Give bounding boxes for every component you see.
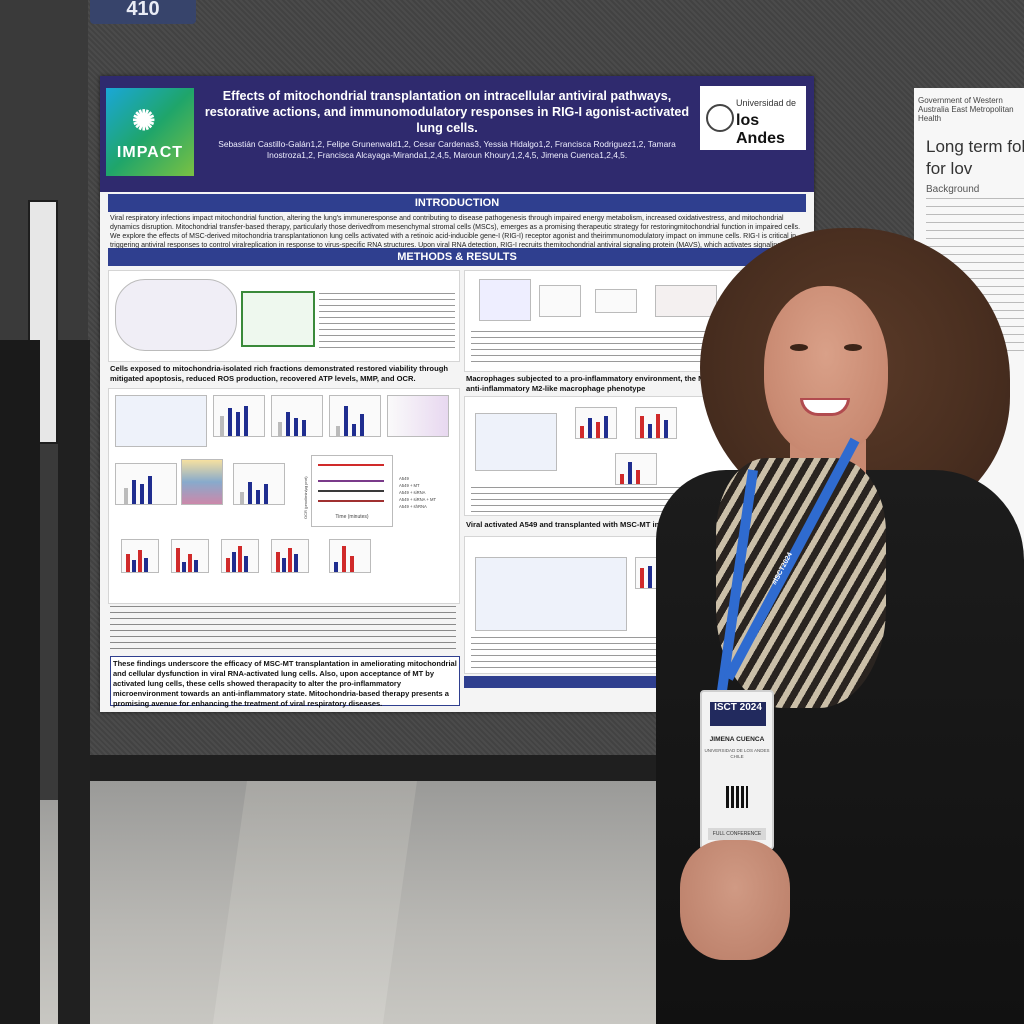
ocr-line-chart: Time (minutes) [311,455,393,527]
bar-chart-red-3 [221,539,259,573]
university-logo-small: Universidad de [736,98,797,108]
result-heading-3: Viral activated A549 and transplanted wi… [466,520,713,529]
impact-logo: ✺ IMPACT [106,88,194,176]
logo-rays-icon: ✺ [132,105,156,136]
university-logo-big: los Andes [736,112,785,147]
flow-diagram [595,289,637,313]
impact-logo-text: IMPACT [116,144,184,161]
tcell-flow-plots [475,557,627,631]
right-eye [844,344,862,351]
research-poster: ✺ IMPACT Effects of mitochondrial transp… [100,76,814,712]
board-post [58,340,90,1024]
poster-title: Effects of mitochondrial transplantation… [204,89,690,135]
introduction-band: INTRODUCTION [108,194,806,212]
neighbor-background-heading: Background [926,184,980,195]
figure-2-panel: Time (minutes) A549 A549 + MT A549 + siRNA… [108,388,460,604]
ocr-legend: A549 A549 + MT A549 + siRNA A549 + siRNA + … [399,476,437,509]
poster-header [100,76,814,192]
neighbor-org: Government of Western Australia East Met… [918,96,1014,123]
ocr-yaxis: OCR (pmol/min/μg prot) [303,476,308,519]
conference-badge: ISCT 2024 JIMENA CUENCA UNIVERSIDAD DE L… [700,690,774,850]
left-eye [790,344,808,351]
figure-2-caption [110,606,456,650]
bar-chart-h [615,453,657,485]
icon-grid [539,285,581,317]
ocr-xaxis: Time (minutes) [335,514,369,520]
poster-authors: Sebastián Castillo-Galán1,2, Felipe Grun… [218,139,676,160]
conclusion-box: These findings underscore the efficacy o… [110,656,460,708]
bar-chart-f [575,407,617,439]
heatmap-plot [181,459,223,505]
histogram-plot [387,395,449,437]
microscopy-grid [479,279,531,321]
schematic-diagram [115,279,237,351]
presenter-face [764,286,888,456]
bar-chart-a [213,395,265,437]
badge-type: FULL CONFERENCE [708,828,766,840]
bar-chart-b [271,395,323,437]
bar-chart-red-1 [121,539,159,573]
result-heading-2: Macrophages subjected to a pro-inflammat… [466,374,796,393]
bar-chart-red-5 [329,539,371,573]
university-logo: Universidad de los Andes [700,86,806,150]
presenter-hands [680,840,790,960]
neighbor-title: Long term follo Therapy for lov [926,137,1024,178]
macrophage-flow [475,413,557,471]
bar-chart-d [115,463,177,505]
image-panel [655,285,717,317]
university-seal-icon [706,104,734,132]
assay-list-box [241,291,315,347]
floor-lane [212,780,418,1024]
bar-chart-g [635,407,677,439]
badge-name: JIMENA CUENCA [709,736,765,743]
flow-plots [115,395,207,447]
methods-results-band: METHODS & RESULTS [108,248,806,266]
methods-figure-panel [108,270,460,362]
bar-chart-red-2 [171,539,209,573]
figure-1-caption [319,293,455,353]
board-number: 410 [90,0,196,24]
badge-qr-icon [726,786,748,808]
bar-chart-red-4 [271,539,309,573]
result-heading-1: Cells exposed to mitochondria-isolated r… [110,364,448,383]
bar-chart-c [329,395,381,437]
badge-event-logo: ISCT 2024 [710,702,766,726]
badge-org: UNIVERSIDAD DE LOS ANDES CHILE [704,748,770,759]
bar-chart-e [233,463,285,505]
board-post [0,340,40,1024]
